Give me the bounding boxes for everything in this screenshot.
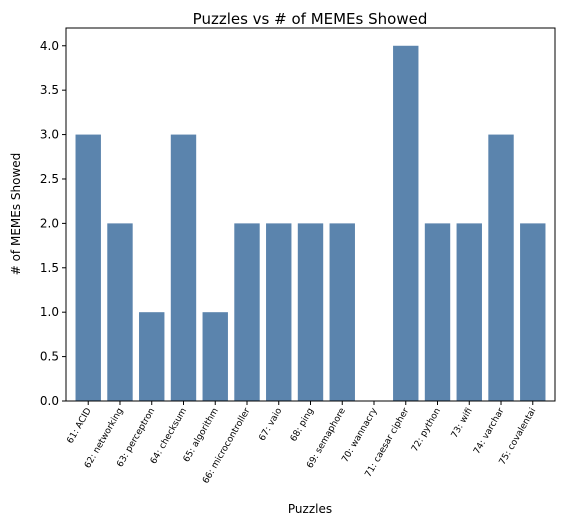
y-tick-label: 2.5 [40, 172, 59, 186]
y-tick-label: 3.0 [40, 128, 59, 142]
y-tick-label: 1.5 [40, 261, 59, 275]
bar-7 [266, 223, 292, 401]
bar-9 [329, 223, 355, 401]
y-tick-label: 1.0 [40, 305, 59, 319]
bar-3 [139, 312, 165, 401]
y-axis: 0.0 0.5 1.0 1.5 2.0 2.5 3.0 3.5 4.0 [40, 39, 66, 408]
y-tick-label: 0.5 [40, 350, 59, 364]
x-tick-label: 72: python [410, 407, 443, 454]
plot-frame [65, 27, 556, 402]
bar-14 [488, 134, 514, 402]
x-tick-label: 73: wifi [450, 407, 475, 440]
x-tick-label: 74: varchar [472, 406, 507, 456]
bar-13 [456, 223, 482, 401]
bar-15 [520, 223, 546, 401]
bar-8 [297, 223, 324, 401]
x-tick-label: 61: ACID [66, 406, 94, 445]
x-tick-label: 67: vaio [258, 406, 285, 443]
y-tick-label: 4.0 [40, 39, 59, 53]
bar-6 [234, 223, 260, 401]
bar-4 [170, 134, 197, 402]
y-tick-label: 0.0 [40, 394, 59, 408]
bar-5 [202, 312, 228, 401]
chart-title: Puzzles vs # of MEMEs Showed [193, 10, 428, 28]
y-axis-label: # of MEMEs Showed [9, 153, 23, 276]
bar-1 [75, 134, 101, 402]
y-tick-label: 3.5 [40, 83, 59, 97]
bar-12 [424, 223, 451, 401]
bar-11 [393, 45, 419, 402]
bar-2 [107, 223, 133, 401]
bars-group [75, 45, 546, 402]
y-tick-label: 2.0 [40, 216, 59, 230]
x-axis-label: Puzzles [288, 502, 332, 516]
x-tick-label: 68: ping [289, 407, 316, 444]
